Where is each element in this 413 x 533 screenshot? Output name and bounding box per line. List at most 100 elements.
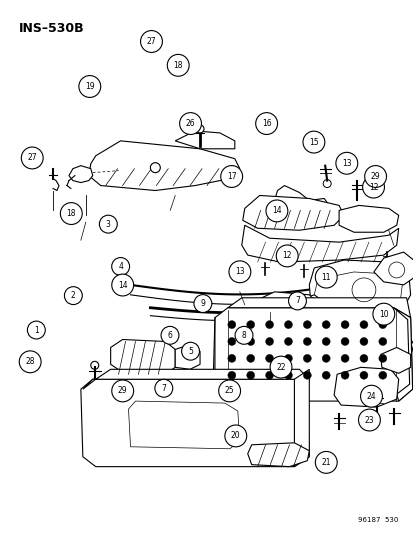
Text: 26: 26 bbox=[185, 119, 195, 128]
Polygon shape bbox=[380, 348, 410, 373]
Circle shape bbox=[179, 112, 201, 134]
Circle shape bbox=[161, 326, 178, 344]
Polygon shape bbox=[242, 196, 343, 230]
Text: 29: 29 bbox=[370, 172, 380, 181]
Circle shape bbox=[227, 321, 235, 328]
Circle shape bbox=[321, 321, 330, 328]
Circle shape bbox=[154, 379, 172, 397]
Circle shape bbox=[303, 337, 311, 345]
Text: 18: 18 bbox=[173, 61, 183, 70]
Circle shape bbox=[64, 287, 82, 304]
Circle shape bbox=[378, 337, 386, 345]
Circle shape bbox=[359, 372, 367, 379]
Circle shape bbox=[378, 372, 386, 379]
Text: 18: 18 bbox=[66, 209, 76, 218]
Text: 21: 21 bbox=[321, 458, 330, 467]
Circle shape bbox=[321, 372, 330, 379]
Text: 25: 25 bbox=[224, 386, 234, 395]
Circle shape bbox=[265, 372, 273, 379]
Text: 11: 11 bbox=[321, 272, 330, 281]
Circle shape bbox=[193, 295, 211, 312]
Circle shape bbox=[378, 321, 386, 328]
Circle shape bbox=[112, 257, 129, 276]
Text: 2: 2 bbox=[71, 291, 76, 300]
Circle shape bbox=[228, 261, 250, 282]
Circle shape bbox=[255, 112, 277, 134]
Polygon shape bbox=[227, 298, 410, 318]
Circle shape bbox=[303, 372, 311, 379]
Circle shape bbox=[265, 337, 273, 345]
Circle shape bbox=[265, 354, 273, 362]
Circle shape bbox=[140, 30, 162, 52]
Circle shape bbox=[269, 356, 291, 378]
Circle shape bbox=[321, 354, 330, 362]
Text: 27: 27 bbox=[27, 154, 37, 163]
Text: 17: 17 bbox=[226, 172, 236, 181]
Text: 13: 13 bbox=[341, 159, 351, 168]
Text: INS–530B: INS–530B bbox=[19, 22, 85, 35]
Text: 23: 23 bbox=[364, 416, 373, 424]
Circle shape bbox=[378, 354, 386, 362]
Polygon shape bbox=[251, 292, 318, 325]
Text: 13: 13 bbox=[235, 267, 244, 276]
Circle shape bbox=[302, 131, 324, 153]
Circle shape bbox=[340, 372, 348, 379]
Circle shape bbox=[358, 409, 380, 431]
Circle shape bbox=[21, 147, 43, 169]
Circle shape bbox=[275, 245, 297, 267]
Text: 12: 12 bbox=[282, 252, 291, 261]
Text: 14: 14 bbox=[118, 280, 127, 289]
Polygon shape bbox=[306, 332, 413, 361]
Polygon shape bbox=[294, 295, 323, 320]
Polygon shape bbox=[338, 205, 398, 232]
Circle shape bbox=[112, 274, 133, 296]
Text: 29: 29 bbox=[118, 386, 127, 395]
Circle shape bbox=[359, 354, 367, 362]
Text: 22: 22 bbox=[275, 362, 285, 372]
Circle shape bbox=[360, 385, 382, 407]
Text: 27: 27 bbox=[146, 37, 156, 46]
Circle shape bbox=[112, 380, 133, 402]
Text: 6: 6 bbox=[167, 331, 172, 340]
Circle shape bbox=[340, 321, 348, 328]
Circle shape bbox=[196, 125, 204, 133]
Circle shape bbox=[220, 166, 242, 188]
Polygon shape bbox=[81, 379, 309, 467]
Circle shape bbox=[359, 337, 367, 345]
Circle shape bbox=[359, 321, 367, 328]
Text: 7: 7 bbox=[294, 296, 299, 305]
Circle shape bbox=[227, 354, 235, 362]
Text: 4: 4 bbox=[118, 262, 123, 271]
Text: 96187  530: 96187 530 bbox=[358, 517, 398, 523]
Circle shape bbox=[167, 54, 189, 76]
Polygon shape bbox=[69, 166, 93, 183]
Circle shape bbox=[315, 451, 336, 473]
Polygon shape bbox=[175, 344, 199, 369]
Circle shape bbox=[150, 163, 160, 173]
Text: 1: 1 bbox=[34, 326, 39, 335]
Circle shape bbox=[321, 337, 330, 345]
Circle shape bbox=[372, 303, 394, 325]
Circle shape bbox=[340, 354, 348, 362]
Polygon shape bbox=[175, 131, 234, 149]
Circle shape bbox=[218, 380, 240, 402]
Polygon shape bbox=[212, 308, 412, 401]
Circle shape bbox=[284, 321, 292, 328]
Circle shape bbox=[288, 292, 306, 310]
Polygon shape bbox=[373, 252, 413, 285]
Text: 8: 8 bbox=[241, 331, 246, 340]
Circle shape bbox=[265, 321, 273, 328]
Circle shape bbox=[284, 372, 292, 379]
Circle shape bbox=[246, 354, 254, 362]
Circle shape bbox=[315, 266, 336, 288]
Text: 19: 19 bbox=[85, 82, 95, 91]
Text: 14: 14 bbox=[271, 206, 281, 215]
Polygon shape bbox=[241, 225, 398, 262]
Polygon shape bbox=[110, 340, 175, 374]
Circle shape bbox=[303, 321, 311, 328]
Circle shape bbox=[60, 203, 82, 224]
Circle shape bbox=[79, 76, 100, 98]
Polygon shape bbox=[274, 185, 309, 211]
Text: 20: 20 bbox=[230, 431, 240, 440]
Circle shape bbox=[224, 425, 246, 447]
